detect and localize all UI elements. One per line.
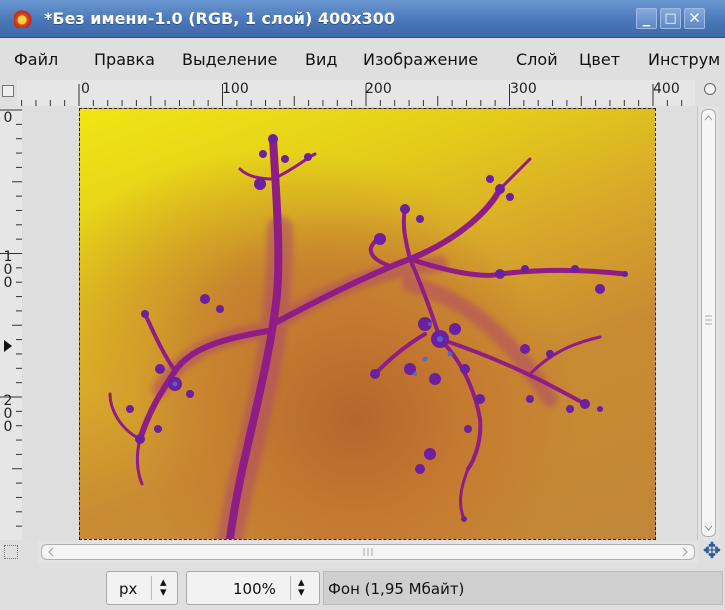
- gimp-icon: [14, 10, 32, 28]
- ruler-label: 200: [365, 81, 392, 97]
- grip-icon: [704, 115, 713, 531]
- minimize-button[interactable]: _: [636, 8, 657, 29]
- separator: [290, 576, 291, 600]
- menu-layer[interactable]: Слой: [516, 50, 558, 69]
- horizontal-scroll-thumb[interactable]: [41, 544, 695, 560]
- ruler-label: 100: [222, 81, 249, 97]
- maximize-button[interactable]: □: [660, 8, 681, 29]
- status-text: Фон (1,95 Мбайт): [328, 580, 465, 598]
- zoom-selector[interactable]: 100% ▴ ▾: [186, 571, 320, 605]
- fractal-image[interactable]: [79, 108, 656, 540]
- menu-image[interactable]: Изображение: [363, 50, 479, 69]
- close-button[interactable]: ✕: [684, 8, 705, 29]
- menu-view[interactable]: Вид: [305, 50, 338, 69]
- menu-arrow-icon[interactable]: [2, 85, 14, 97]
- ruler-ticks: [21, 84, 683, 106]
- vertical-scroll-thumb[interactable]: [701, 109, 716, 537]
- ruler-label: 400: [653, 81, 680, 97]
- window-title: *Без имени-1.0 (RGB, 1 слой) 400x300: [44, 9, 395, 28]
- unit-selector[interactable]: px ▴ ▾: [106, 571, 178, 605]
- ruler-label: 300: [510, 81, 537, 97]
- unit-value: px: [119, 580, 138, 598]
- menu-tools[interactable]: Инструм: [648, 50, 721, 69]
- spin-arrows-icon: ▴ ▾: [298, 575, 305, 600]
- ruler-label: 0: [3, 110, 13, 126]
- grip-icon: [48, 547, 688, 557]
- menu-colors[interactable]: Цвет: [579, 50, 621, 69]
- separator: [151, 576, 152, 600]
- window-titlebar[interactable]: *Без имени-1.0 (RGB, 1 слой) 400x300 _ □…: [0, 0, 725, 38]
- zoom-value: 100%: [233, 580, 276, 598]
- zoom-icon[interactable]: [704, 83, 716, 95]
- fractal-drawing: [108, 134, 628, 539]
- quickmask-icon[interactable]: [4, 545, 18, 559]
- menu-bar: Файл Правка Выделение Вид Изображение Сл…: [0, 47, 725, 73]
- horizontal-scrollbar[interactable]: [38, 541, 698, 563]
- menu-select[interactable]: Выделение: [182, 50, 278, 69]
- menu-file[interactable]: Файл: [14, 50, 59, 69]
- canvas-area[interactable]: [22, 106, 695, 540]
- horizontal-ruler[interactable]: 0 100 200 300 400: [17, 80, 695, 106]
- ruler-label: 0: [81, 81, 90, 97]
- spin-arrows-icon: ▴ ▾: [160, 575, 167, 600]
- status-message: Фон (1,95 Мбайт): [323, 571, 723, 605]
- status-bar: px ▴ ▾ 100% ▴ ▾ Фон (1,95 Мбайт): [0, 564, 725, 610]
- vertical-scrollbar[interactable]: [697, 106, 719, 540]
- navigate-icon[interactable]: ✥: [702, 539, 722, 564]
- menu-edit[interactable]: Правка: [94, 50, 155, 69]
- pointer-marker: [4, 340, 12, 352]
- ruler-ticks: [0, 109, 22, 541]
